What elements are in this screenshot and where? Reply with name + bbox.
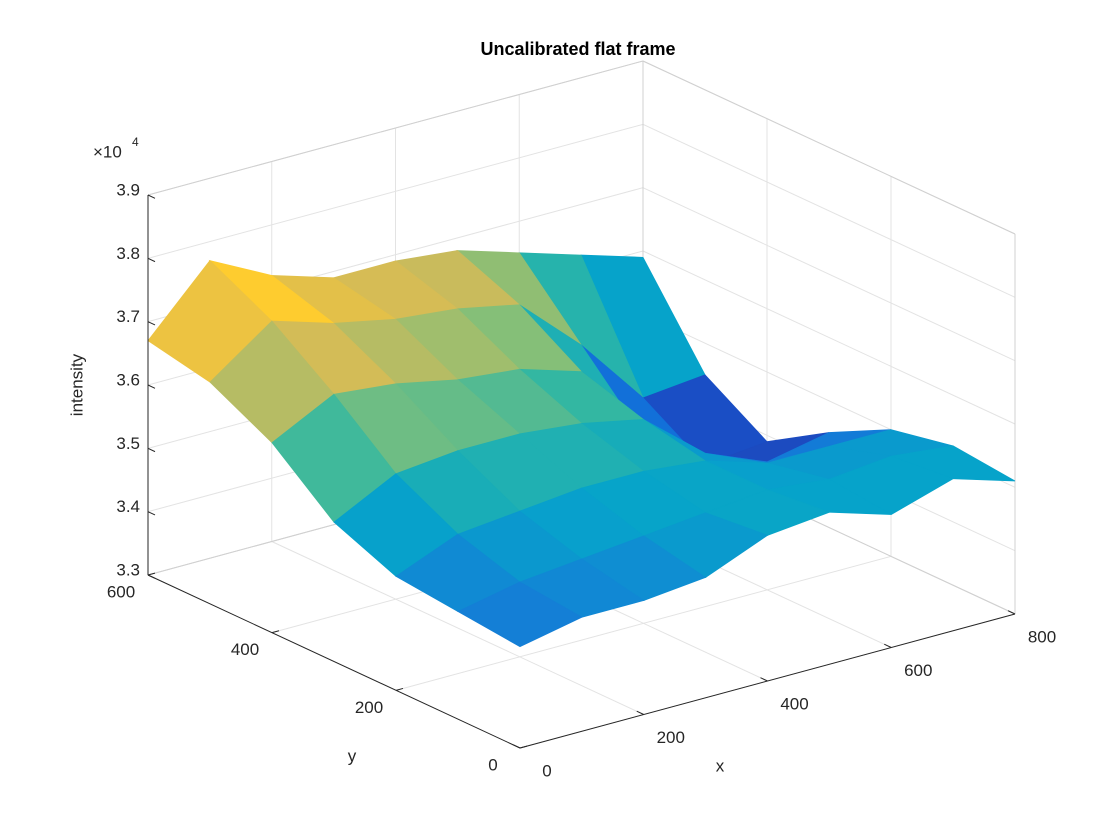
y-axis (147, 574, 521, 749)
x-tick-label: 600 (904, 661, 932, 680)
x-tick-label: 400 (780, 694, 808, 713)
y-tick-label: 200 (355, 698, 383, 717)
y-tick (395, 687, 404, 691)
x-tick-label: 0 (542, 761, 551, 780)
z-tick (147, 384, 156, 389)
box-edge (642, 60, 1016, 235)
x-tick (512, 744, 521, 749)
y-tick-label: 0 (488, 755, 497, 774)
z-tick (147, 511, 156, 516)
surface (147, 250, 1016, 648)
x-axis-label: x (716, 756, 725, 775)
box-edge (147, 60, 644, 196)
z-tick-label: 3.5 (116, 434, 140, 453)
y-tick-label: 600 (107, 582, 135, 601)
grid-line (642, 187, 1016, 362)
chart-title: Uncalibrated flat frame (480, 39, 675, 59)
y-tick (519, 745, 528, 749)
grid-line (271, 541, 644, 715)
y-tick (271, 630, 280, 634)
z-multiplier: ×10 (93, 142, 122, 161)
z-tick (147, 194, 156, 199)
x-tick (884, 643, 892, 648)
y-axis-label: y (348, 746, 357, 765)
y-tick (147, 572, 156, 576)
z-tick-label: 3.9 (116, 180, 140, 199)
z-tick (147, 321, 156, 326)
z-tick-label: 3.7 (116, 307, 140, 326)
z-tick-label: 3.6 (116, 370, 140, 389)
grid-line (642, 123, 1016, 298)
z-tick (147, 574, 156, 579)
y-tick-label: 400 (231, 640, 259, 659)
x-tick (636, 710, 644, 715)
grid-line (642, 250, 1016, 425)
grid-line (395, 555, 892, 691)
z-tick (147, 257, 156, 263)
z-tick (147, 447, 156, 453)
x-tick (760, 677, 768, 682)
z-multiplier-exponent: 4 (132, 135, 139, 149)
x-tick (1007, 610, 1016, 615)
x-tick-label: 200 (657, 728, 685, 747)
grid-line (147, 123, 644, 259)
surface-patch (457, 581, 583, 648)
x-tick-label: 800 (1028, 627, 1056, 646)
z-tick-label: 3.8 (116, 244, 140, 263)
z-tick-label: 3.3 (116, 560, 140, 579)
z-tick-label: 3.4 (116, 497, 140, 516)
axes: 0 200 400 600 800 0 200 400 600 3.3 3.4 3.5 3.6 3.7 3.… (107, 180, 1056, 780)
z-axis-label: intensity (67, 353, 86, 416)
